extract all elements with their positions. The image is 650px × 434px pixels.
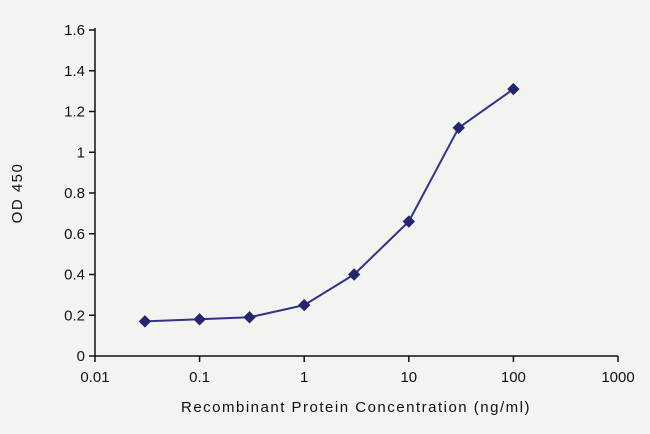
data-series (138, 82, 520, 328)
x-tick-label: 0.1 (189, 369, 210, 386)
y-tick-label: 0.8 (64, 185, 85, 202)
y-tick-label: 1.6 (64, 22, 85, 39)
data-point-marker (452, 121, 465, 135)
series-line (143, 88, 515, 323)
y-tick-label: 1.4 (64, 63, 85, 80)
tick-labels: 0 0.2 0.4 0.6 0.8 1 1.2 1.4 1.6 0.01 0.1 1 10 100 1000 (64, 22, 635, 386)
data-point-marker (402, 215, 416, 228)
data-point-marker (243, 311, 256, 324)
data-point-marker (193, 313, 206, 326)
data-point-marker (297, 298, 311, 312)
y-tick-label: 0.6 (64, 226, 85, 243)
tick-marks (89, 29, 619, 362)
y-tick-label: 0 (77, 348, 85, 365)
x-tick-label: 1 (300, 369, 308, 386)
x-tick-label: 1000 (601, 369, 634, 386)
y-axis-label: OD 450 (9, 163, 26, 224)
x-tick-label: 10 (400, 369, 417, 386)
x-tick-label: 0.01 (80, 369, 109, 386)
data-point-marker (347, 268, 361, 281)
axes (94, 28, 618, 357)
y-tick-label: 1 (77, 144, 85, 161)
x-tick-label: 100 (501, 369, 526, 386)
data-point-marker (138, 315, 152, 328)
y-tick-label: 1.2 (64, 104, 85, 121)
x-axis-label: Recombinant Protein Concentration (ng/ml… (181, 399, 531, 416)
data-point-marker (507, 82, 520, 96)
y-tick-label: 0.2 (64, 307, 85, 324)
y-tick-label: 0.4 (64, 267, 85, 284)
